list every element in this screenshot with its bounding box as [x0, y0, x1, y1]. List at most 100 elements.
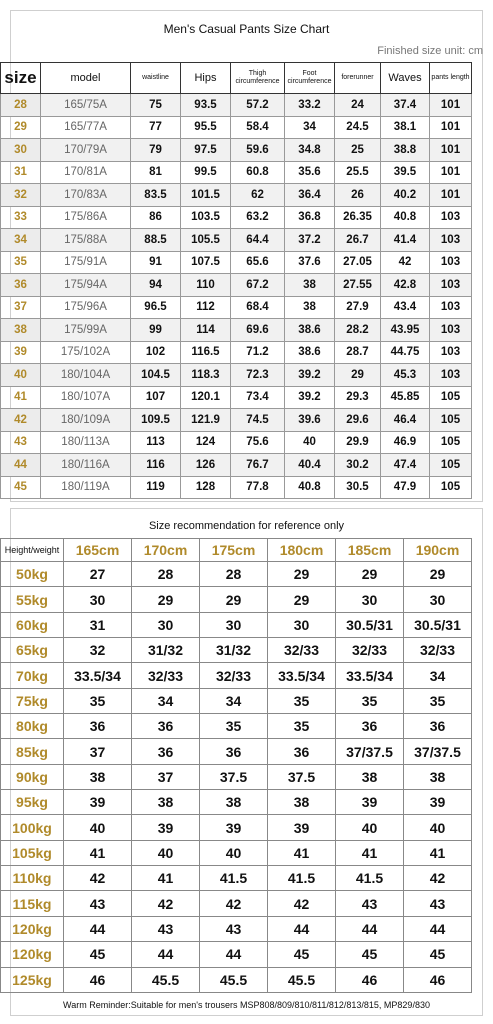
measure-cell: 45.3 [380, 363, 430, 387]
measure-cell: 47.9 [380, 475, 430, 499]
size-row: 44 180/116A 116 126 76.7 40.4 30.2 47.4 105 [0, 453, 472, 477]
weight-cell: 120kg [0, 915, 64, 943]
recommended-size-cell: 31/32 [131, 637, 200, 664]
recommended-size-cell: 30.5/31 [403, 611, 472, 639]
recommended-size-cell: 29 [335, 560, 404, 588]
measure-cell: 77 [130, 115, 181, 139]
recommended-size-cell: 36 [267, 738, 336, 765]
recommended-size-cell: 39 [199, 814, 268, 841]
size-row: 30 170/79A 79 97.5 59.6 34.8 25 38.8 101 [0, 138, 472, 162]
measure-cell: 104.5 [130, 363, 181, 387]
recommended-size-cell: 27 [63, 560, 132, 588]
recommended-size-cell: 32/33 [199, 662, 268, 689]
weight-cell: 50kg [0, 560, 64, 588]
measure-cell: 39.2 [284, 385, 335, 409]
recommended-size-cell: 36 [335, 713, 404, 740]
header-foot: Foot circumference [284, 62, 335, 94]
recommended-size-cell: 41 [335, 839, 404, 867]
size-cell: 41 [0, 385, 41, 409]
measure-cell: 96.5 [130, 295, 181, 319]
model-cell: 180/113A [40, 430, 131, 454]
recommended-size-cell: 37/37.5 [403, 738, 472, 765]
recommended-size-cell: 46 [335, 966, 404, 993]
recommended-size-cell: 30 [403, 586, 472, 613]
model-cell: 175/99A [40, 318, 131, 342]
recommendation-row: 120kg 44 43 43 44 44 44 [0, 915, 472, 943]
recommended-size-cell: 32 [63, 637, 132, 664]
recommended-size-cell: 36 [131, 713, 200, 740]
measure-cell: 105 [429, 475, 472, 499]
measure-cell: 34 [284, 115, 335, 139]
recommended-size-cell: 28 [131, 560, 200, 588]
recommended-size-cell: 37.5 [267, 763, 336, 791]
measure-cell: 71.2 [230, 340, 285, 364]
recommended-size-cell: 35 [267, 687, 336, 715]
recommended-size-cell: 35 [63, 687, 132, 715]
recommended-size-cell: 30 [335, 586, 404, 613]
size-cell: 34 [0, 228, 41, 252]
size-cell: 28 [0, 93, 41, 117]
recommendation-row: 85kg 37 36 36 36 37/37.5 37/37.5 [0, 738, 472, 765]
header-height-weight: Height/weight [0, 538, 64, 562]
size-row: 36 175/94A 94 110 67.2 38 27.55 42.8 103 [0, 273, 472, 297]
measure-cell: 36.8 [284, 205, 335, 229]
measure-cell: 38 [284, 295, 335, 319]
size-row: 43 180/113A 113 124 75.6 40 29.9 46.9 105 [0, 430, 472, 454]
model-cell: 175/88A [40, 228, 131, 252]
measure-cell: 40.8 [380, 205, 430, 229]
measure-cell: 81 [130, 160, 181, 184]
measure-cell: 69.6 [230, 318, 285, 342]
size-cell: 39 [0, 340, 41, 364]
measure-cell: 67.2 [230, 273, 285, 297]
measure-cell: 43.95 [380, 318, 430, 342]
measure-cell: 102 [130, 340, 181, 364]
recommended-size-cell: 46 [403, 966, 472, 993]
recommended-size-cell: 28 [199, 560, 268, 588]
recommended-size-cell: 30 [267, 611, 336, 639]
recommended-size-cell: 39 [131, 814, 200, 841]
recommended-size-cell: 32/33 [335, 637, 404, 664]
weight-cell: 80kg [0, 713, 64, 740]
recommended-size-cell: 31/32 [199, 637, 268, 664]
recommended-size-cell: 33.5/34 [267, 662, 336, 689]
measure-cell: 128 [180, 475, 231, 499]
measure-cell: 62 [230, 183, 285, 207]
size-row: 41 180/107A 107 120.1 73.4 39.2 29.3 45.85 105 [0, 385, 472, 409]
measure-cell: 30.5 [334, 475, 381, 499]
measure-cell: 37.2 [284, 228, 335, 252]
recommended-size-cell: 38 [131, 789, 200, 816]
size-row: 28 165/75A 75 93.5 57.2 33.2 24 37.4 101 [0, 93, 472, 117]
measure-cell: 103 [429, 295, 472, 319]
model-cell: 180/107A [40, 385, 131, 409]
recommended-size-cell: 45.5 [199, 966, 268, 993]
recommended-size-cell: 39 [335, 789, 404, 816]
measure-cell: 76.7 [230, 453, 285, 477]
size-cell: 37 [0, 295, 41, 319]
measure-cell: 126 [180, 453, 231, 477]
measure-cell: 39.5 [380, 160, 430, 184]
recommended-size-cell: 42 [63, 865, 132, 892]
measure-cell: 27.05 [334, 250, 381, 274]
recommended-size-cell: 44 [403, 915, 472, 943]
recommended-size-cell: 44 [131, 941, 200, 968]
measure-cell: 29.6 [334, 408, 381, 432]
size-row: 33 175/86A 86 103.5 63.2 36.8 26.35 40.8 103 [0, 205, 472, 229]
recommended-size-cell: 46 [63, 966, 132, 993]
recommended-size-cell: 40 [335, 814, 404, 841]
size-cell: 32 [0, 183, 41, 207]
measure-cell: 79 [130, 138, 181, 162]
size-cell: 42 [0, 408, 41, 432]
recommendation-row: 100kg 40 39 39 39 40 40 [0, 814, 472, 841]
recommended-size-cell: 42 [131, 890, 200, 917]
measure-cell: 101 [429, 183, 472, 207]
model-cell: 170/81A [40, 160, 131, 184]
size-cell: 30 [0, 138, 41, 162]
measure-cell: 37.6 [284, 250, 335, 274]
recommended-size-cell: 44 [267, 915, 336, 943]
recommended-size-cell: 44 [63, 915, 132, 943]
measure-cell: 29.9 [334, 430, 381, 454]
recommendation-row: 60kg 31 30 30 30 30.5/31 30.5/31 [0, 611, 472, 639]
measure-cell: 105 [429, 430, 472, 454]
header-waistline: waistline [130, 62, 181, 94]
size-row: 42 180/109A 109.5 121.9 74.5 39.6 29.6 46.4 105 [0, 408, 472, 432]
